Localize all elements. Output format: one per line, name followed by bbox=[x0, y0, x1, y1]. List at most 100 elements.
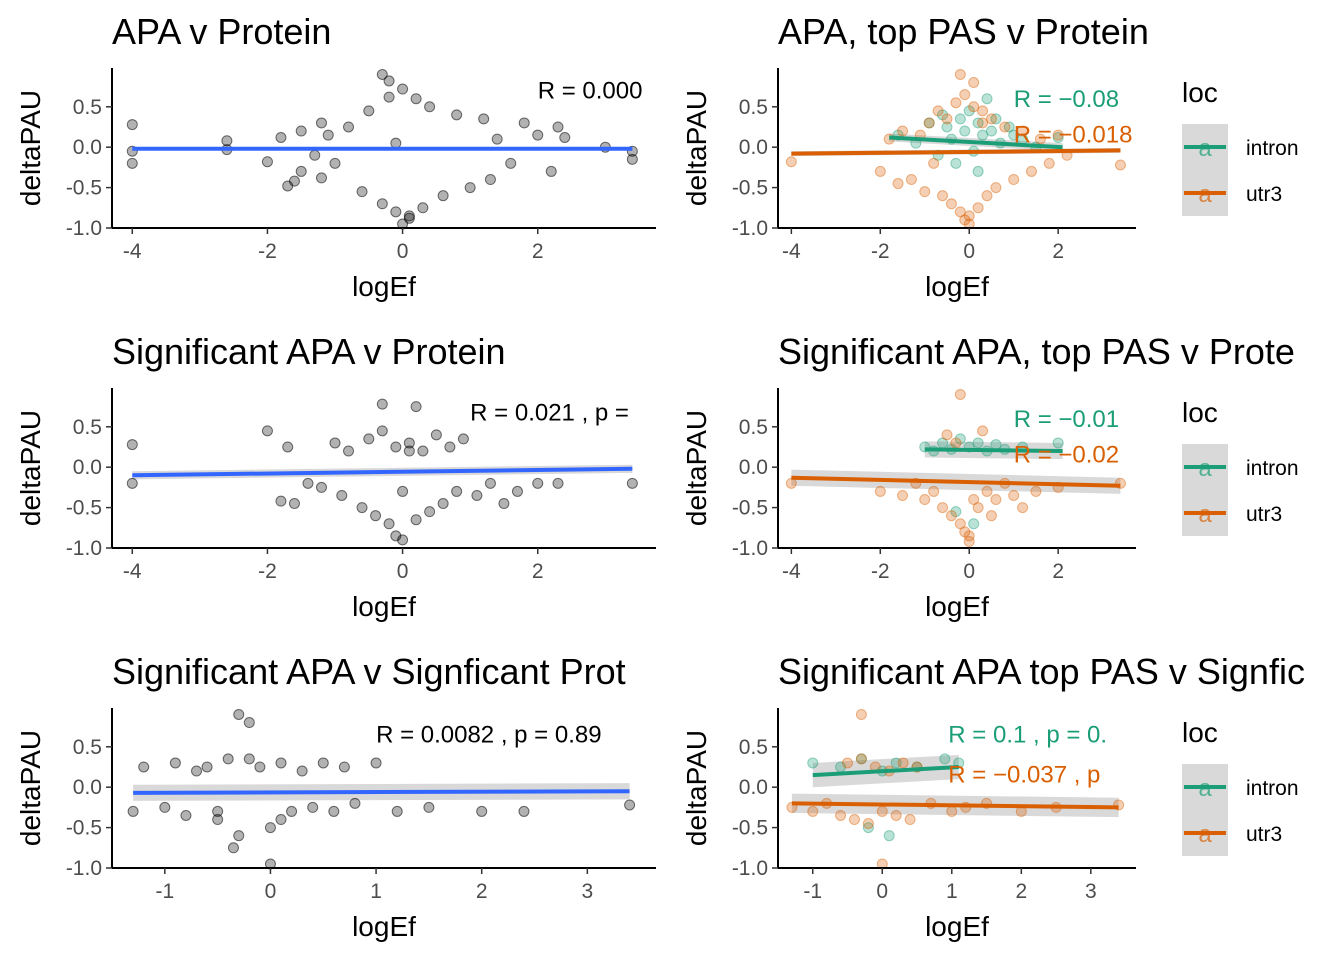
x-tick-label: 2 bbox=[1015, 880, 1027, 903]
data-point bbox=[954, 68, 966, 80]
data-point bbox=[897, 757, 909, 769]
legend-title: loc bbox=[1182, 717, 1218, 748]
x-axis-label: logEf bbox=[352, 271, 416, 302]
data-point bbox=[349, 797, 361, 809]
x-tick-label: 0 bbox=[963, 240, 975, 263]
x-axis-label: logEf bbox=[925, 911, 989, 942]
x-tick-label: 1 bbox=[946, 880, 958, 903]
data-point bbox=[451, 485, 463, 497]
y-axis-label: deltaPAU bbox=[15, 90, 46, 206]
data-point bbox=[457, 433, 469, 445]
data-point bbox=[159, 801, 171, 813]
data-point bbox=[505, 157, 517, 169]
x-tick-label: 0 bbox=[397, 560, 409, 583]
y-tick-label: -0.5 bbox=[732, 817, 768, 840]
x-tick-label: -1 bbox=[803, 880, 822, 903]
data-point bbox=[403, 445, 415, 457]
data-point bbox=[471, 489, 483, 501]
fit-line bbox=[133, 789, 630, 795]
data-point bbox=[972, 117, 984, 129]
x-tick-label: -4 bbox=[782, 240, 801, 263]
data-point bbox=[981, 190, 993, 202]
data-point bbox=[945, 198, 957, 210]
x-axis-label: logEf bbox=[925, 271, 989, 302]
data-point bbox=[286, 805, 298, 817]
fit-line bbox=[812, 764, 959, 778]
data-point bbox=[990, 439, 1002, 451]
x-tick-label: 3 bbox=[1085, 880, 1097, 903]
data-point bbox=[464, 182, 476, 194]
data-point bbox=[1003, 121, 1015, 133]
data-point bbox=[397, 485, 409, 497]
data-point bbox=[390, 206, 402, 218]
data-point bbox=[950, 437, 962, 449]
data-point bbox=[221, 135, 233, 147]
data-point bbox=[307, 801, 319, 813]
data-point bbox=[295, 125, 307, 137]
data-point bbox=[233, 708, 245, 720]
data-point bbox=[559, 131, 571, 143]
data-point bbox=[855, 753, 867, 765]
y-tick-label: -0.5 bbox=[732, 177, 768, 200]
data-point bbox=[626, 477, 638, 489]
data-point bbox=[1025, 165, 1037, 177]
data-point bbox=[1008, 174, 1020, 186]
data-point bbox=[275, 131, 287, 143]
legend-key-glyph: a bbox=[1198, 455, 1212, 482]
data-point bbox=[985, 113, 997, 125]
correlation-annotation: R = 0.021 , p = bbox=[470, 399, 629, 426]
data-point bbox=[243, 717, 255, 729]
data-point bbox=[807, 757, 819, 769]
y-tick-label: 0.0 bbox=[73, 136, 102, 159]
x-tick-label: -2 bbox=[258, 560, 277, 583]
data-point bbox=[383, 91, 395, 103]
data-point bbox=[954, 113, 966, 125]
data-point bbox=[977, 425, 989, 437]
data-point bbox=[295, 165, 307, 177]
legend-key-glyph: a bbox=[1198, 501, 1212, 528]
y-tick-label: -1.0 bbox=[732, 537, 768, 560]
data-point bbox=[950, 157, 962, 169]
data-point bbox=[963, 530, 975, 542]
chart-title: Significant APA, top PAS v Prote bbox=[778, 331, 1295, 372]
data-point bbox=[624, 799, 636, 811]
data-point bbox=[212, 805, 224, 817]
data-point bbox=[862, 822, 874, 834]
legend: loc a intron a utr3 bbox=[1182, 77, 1299, 216]
fit-line bbox=[924, 447, 1063, 454]
chart-title: Significant APA top PAS v Signfic bbox=[778, 651, 1305, 692]
data-point bbox=[363, 105, 375, 117]
data-point bbox=[1008, 129, 1020, 141]
chart-panel-6: Significant APA top PAS v Signfic -1.0 -0.… bbox=[681, 651, 1305, 942]
data-point bbox=[275, 757, 287, 769]
correlation-annotation: R = −0.01 bbox=[1014, 406, 1119, 433]
y-tick-label: -1.0 bbox=[732, 857, 768, 880]
y-tick-label: 0.5 bbox=[73, 416, 102, 439]
data-point bbox=[977, 129, 989, 141]
chart-title: Significant APA v Signficant Prot bbox=[112, 651, 626, 692]
y-axis-label: deltaPAU bbox=[681, 90, 712, 206]
data-point bbox=[169, 757, 181, 769]
x-tick-label: -4 bbox=[123, 240, 142, 263]
data-point bbox=[959, 89, 971, 101]
data-point bbox=[941, 429, 953, 441]
fit-line bbox=[791, 475, 1121, 488]
data-point bbox=[288, 498, 300, 510]
data-point bbox=[999, 121, 1011, 133]
chart-panel-2: APA, top PAS v Protein -1.0 -0.5 0.0 0.5 -4 -2… bbox=[681, 11, 1299, 302]
correlation-annotation: R = 0.000 bbox=[538, 78, 643, 105]
y-tick-label: 0.5 bbox=[739, 416, 768, 439]
legend: loc a intron a utr3 bbox=[1182, 717, 1299, 856]
data-point bbox=[390, 441, 402, 453]
data-point bbox=[923, 117, 935, 129]
data-point bbox=[390, 137, 402, 149]
data-point bbox=[862, 818, 874, 830]
data-point bbox=[848, 814, 860, 826]
data-point bbox=[376, 425, 388, 437]
data-point bbox=[897, 125, 909, 137]
data-point bbox=[417, 202, 429, 214]
data-point bbox=[491, 133, 503, 145]
y-axis-label: deltaPAU bbox=[15, 730, 46, 846]
y-tick-label: 0.5 bbox=[739, 96, 768, 119]
x-tick-label: 2 bbox=[532, 240, 544, 263]
